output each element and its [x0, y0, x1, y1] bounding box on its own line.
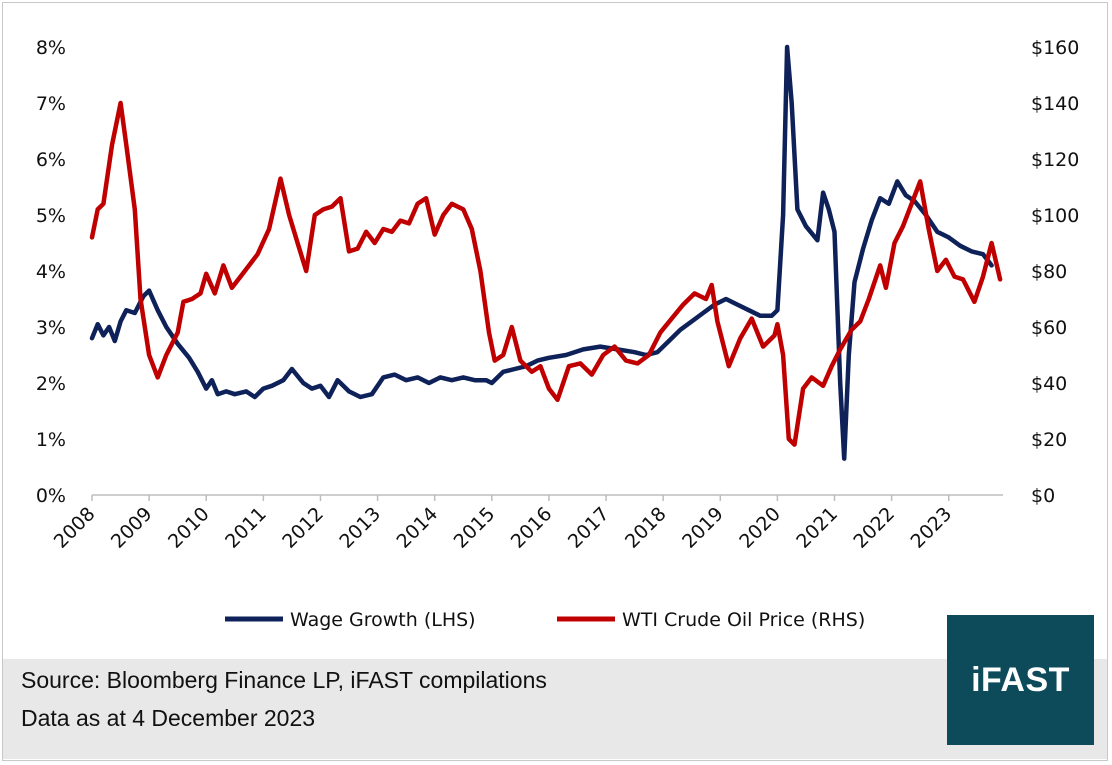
x-tick-label: 2023 — [907, 503, 957, 553]
left-axis: 0% 1% 2% 3% 4% 5% 6% 7% 8% — [36, 37, 66, 507]
x-tick-label: 2022 — [849, 503, 899, 553]
left-tick-label: 4% — [36, 261, 66, 283]
right-tick-label: $100 — [1031, 205, 1079, 227]
left-tick-label: 7% — [36, 93, 66, 115]
x-tick-label: 2012 — [278, 503, 328, 553]
x-tick-label: 2018 — [621, 503, 671, 553]
legend: Wage Growth (LHS) WTI Crude Oil Price (R… — [225, 609, 865, 631]
right-tick-label: $40 — [1031, 373, 1067, 395]
right-tick-label: $20 — [1031, 429, 1067, 451]
left-tick-label: 5% — [36, 205, 66, 227]
right-tick-label: $140 — [1031, 93, 1079, 115]
x-tick-label: 2016 — [507, 503, 557, 553]
oil-price-line — [89, 100, 1003, 447]
source-text: Source: Bloomberg Finance LP, iFAST comp… — [21, 667, 547, 693]
legend-oil-label: WTI Crude Oil Price (RHS) — [622, 609, 865, 631]
left-tick-label: 1% — [36, 429, 66, 451]
x-tick-label: 2021 — [792, 503, 842, 553]
right-axis: $0 $20 $40 $60 $80 $100 $120 $140 $160 — [1031, 37, 1079, 507]
legend-wage-label: Wage Growth (LHS) — [290, 609, 476, 631]
x-tick-label: 2008 — [50, 503, 100, 553]
left-tick-label: 6% — [36, 149, 66, 171]
x-axis: 2008 2009 2010 2011 2012 2013 2014 2015 2016 2017… — [50, 495, 956, 553]
left-tick-label: 3% — [36, 317, 66, 339]
right-tick-label: $0 — [1031, 485, 1055, 507]
x-tick-label: 2014 — [392, 503, 442, 553]
left-tick-label: 8% — [36, 37, 66, 59]
x-tick-label: 2017 — [564, 503, 614, 553]
x-tick-label: 2010 — [164, 503, 214, 553]
ifast-logo: iFAST — [947, 615, 1094, 745]
right-tick-label: $80 — [1031, 261, 1067, 283]
data-date-text: Data as at 4 December 2023 — [21, 705, 316, 731]
source-footer: Source: Bloomberg Finance LP, iFAST comp… — [3, 659, 1107, 759]
x-tick-label: 2013 — [335, 503, 385, 553]
x-tick-label: 2020 — [735, 503, 785, 553]
series-layer — [89, 44, 1003, 461]
right-tick-label: $160 — [1031, 37, 1079, 59]
x-tick-label: 2009 — [107, 503, 157, 553]
x-tick-label: 2019 — [678, 503, 728, 553]
x-tick-label: 2011 — [221, 503, 271, 553]
x-tick-label: 2015 — [450, 503, 500, 553]
left-tick-label: 0% — [36, 485, 66, 507]
wage-growth-line — [89, 44, 994, 461]
left-tick-label: 2% — [36, 373, 66, 395]
right-tick-label: $120 — [1031, 149, 1079, 171]
right-tick-label: $60 — [1031, 317, 1067, 339]
